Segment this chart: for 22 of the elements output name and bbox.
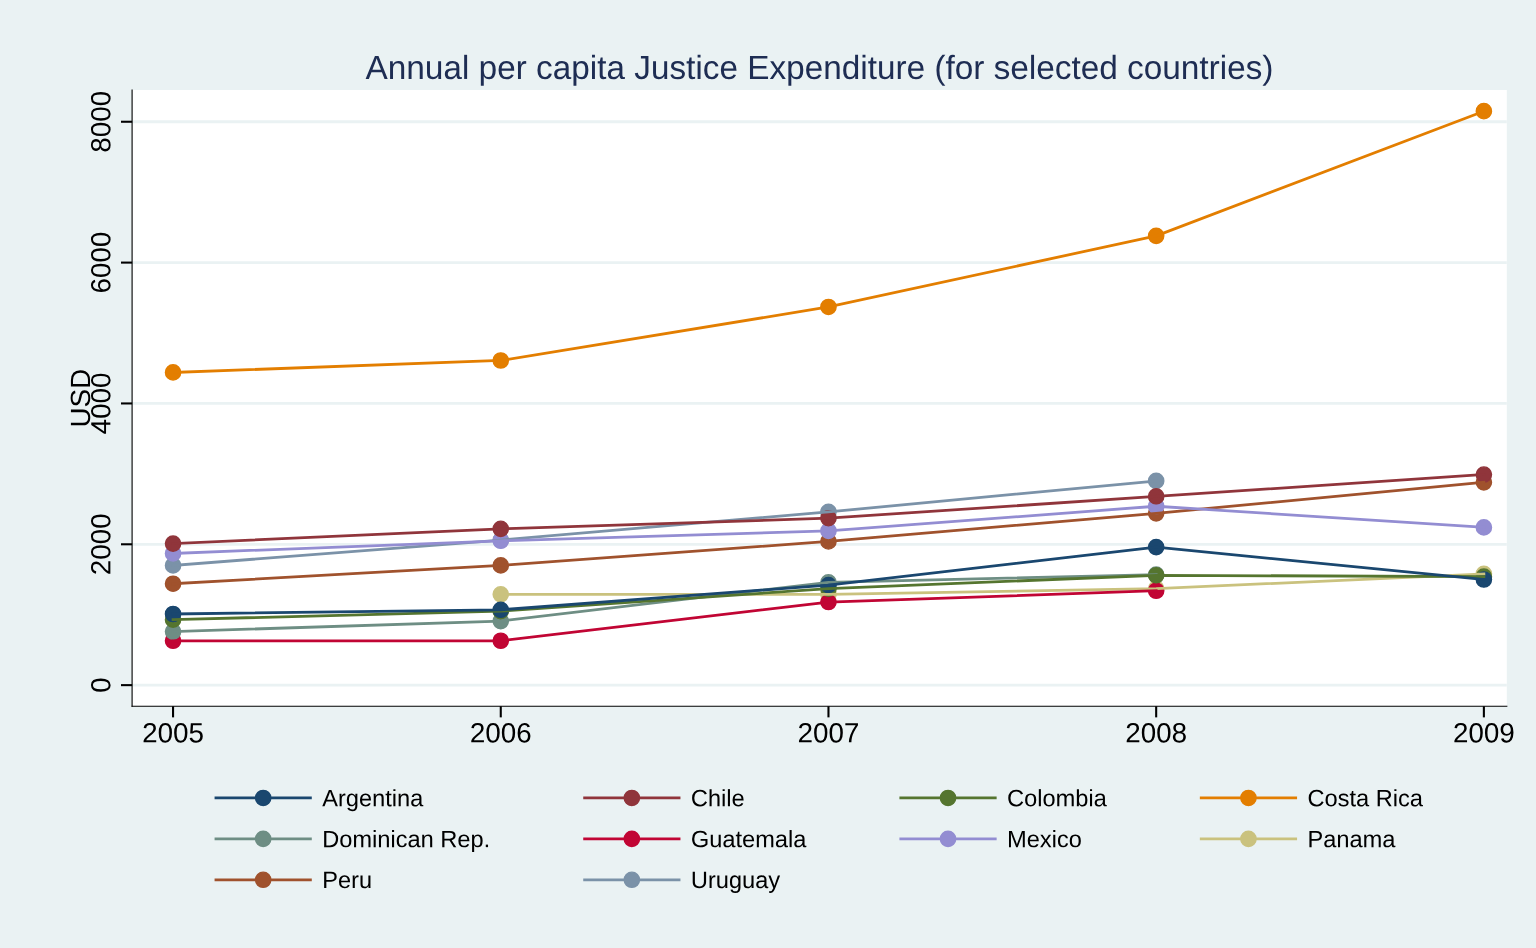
x-tick-label: 2007	[798, 722, 858, 743]
legend-label: Uruguay	[692, 871, 781, 893]
legend-label: Dominican Rep.	[324, 830, 489, 853]
x-tick-label: 2008	[1126, 722, 1186, 743]
x-tick-label: 2005	[143, 722, 203, 743]
chart-title: Annual per capita Justice Expenditure (for selected countries)	[365, 54, 1272, 86]
legend-label: Colombia	[1008, 789, 1107, 807]
legend-label: Argentina	[322, 789, 424, 812]
legend-label: Panama	[1309, 830, 1396, 848]
legend-label: Peru	[324, 871, 371, 889]
legend-label: Mexico	[1008, 830, 1081, 848]
y-tick-label: 8000	[90, 91, 111, 152]
legend-label: Guatemala	[692, 830, 807, 848]
x-tick-label: 2009	[1454, 722, 1514, 743]
y-tick-label: 6000	[90, 232, 111, 293]
y-tick-label: 4000	[90, 373, 111, 434]
legend-label: Chile	[692, 789, 744, 807]
x-tick-label: 2006	[471, 722, 531, 743]
legend-label: Costa Rica	[1308, 789, 1423, 807]
y-tick-label: 2000	[90, 514, 111, 574]
y-tick-label: 0	[90, 678, 111, 692]
y-axis-title: USD	[70, 370, 91, 426]
